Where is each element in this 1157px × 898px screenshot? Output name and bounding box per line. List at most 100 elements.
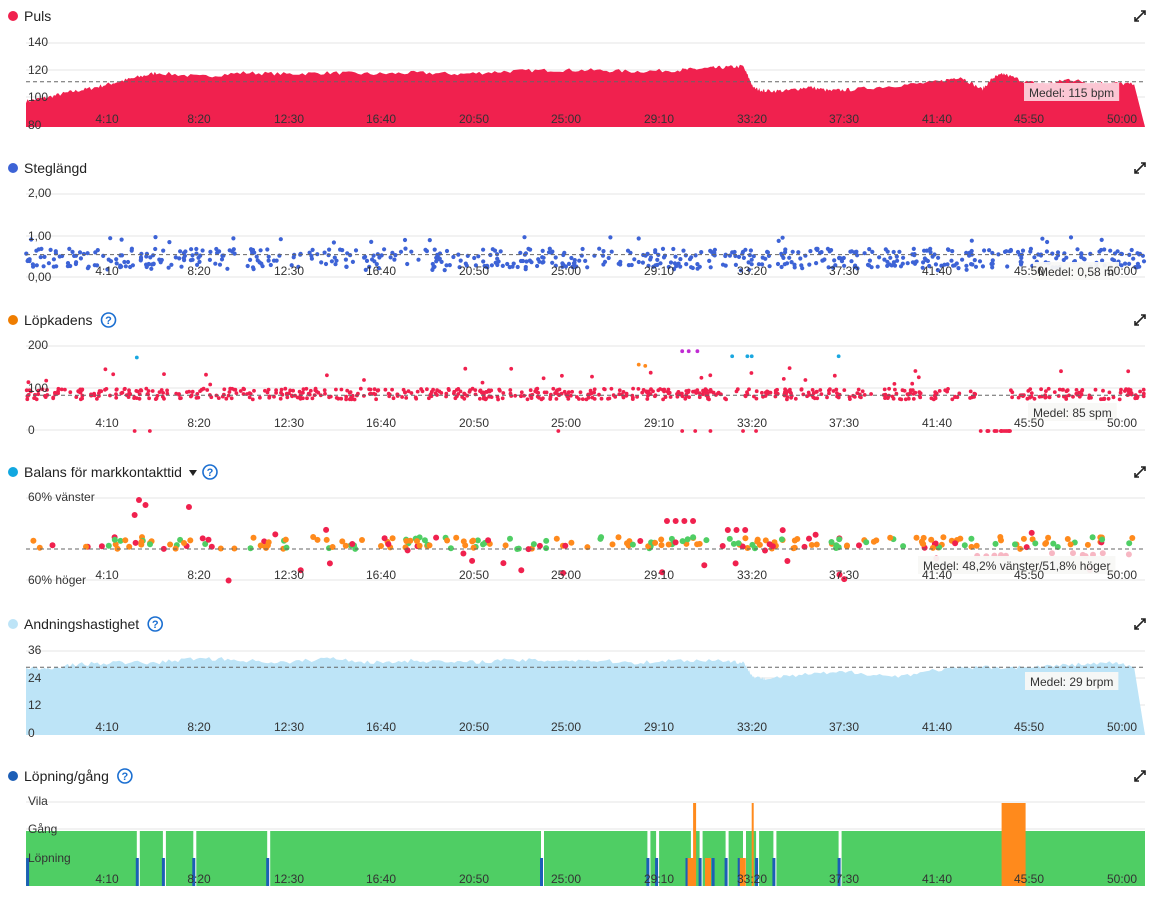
data-point xyxy=(457,265,462,270)
help-icon[interactable] xyxy=(117,768,133,784)
data-point xyxy=(867,258,873,263)
y-tick-label: Löpning xyxy=(28,851,71,865)
expand-icon[interactable] xyxy=(1134,770,1146,782)
data-point xyxy=(723,396,727,401)
data-point xyxy=(893,387,897,392)
data-point xyxy=(122,259,127,265)
data-point xyxy=(781,255,786,260)
x-tick-label: 29:10 xyxy=(644,568,674,582)
data-point xyxy=(1099,237,1104,242)
data-point xyxy=(701,562,708,569)
data-point xyxy=(968,543,975,550)
x-tick-label: 29:10 xyxy=(644,112,674,126)
data-point xyxy=(832,258,837,263)
data-point xyxy=(36,392,41,397)
data-point xyxy=(549,250,554,255)
expand-icon[interactable] xyxy=(1134,618,1146,630)
data-point xyxy=(252,388,256,393)
expand-icon[interactable] xyxy=(1134,162,1146,174)
dropdown-caret-icon[interactable] xyxy=(188,470,197,476)
data-point xyxy=(208,382,213,387)
data-point xyxy=(860,389,865,394)
x-tick-label: 25:00 xyxy=(551,872,581,886)
data-point xyxy=(1115,249,1120,254)
data-point xyxy=(648,370,653,375)
data-point xyxy=(935,268,941,273)
data-point xyxy=(524,259,529,264)
x-tick-label: 8:20 xyxy=(187,264,211,278)
data-point xyxy=(982,248,987,253)
data-point xyxy=(740,251,745,256)
data-point xyxy=(767,264,772,269)
data-point xyxy=(166,265,171,270)
data-point xyxy=(231,247,236,252)
data-point xyxy=(409,249,414,254)
data-point xyxy=(762,547,768,554)
panel-lopning: Löpning/gång ? Vila Gång Löpning 4:10 8:20 12:3… xyxy=(8,768,1146,886)
data-point xyxy=(1102,247,1107,252)
data-point xyxy=(855,391,860,395)
legend-dot xyxy=(8,619,18,629)
data-point xyxy=(228,386,233,391)
data-point xyxy=(683,396,688,401)
data-point xyxy=(430,267,435,272)
bar-lopning-tick xyxy=(655,858,659,886)
data-point xyxy=(285,395,290,400)
data-point xyxy=(444,537,451,544)
data-point xyxy=(266,254,271,259)
x-tick-label: 12:30 xyxy=(274,112,304,126)
data-point xyxy=(301,396,305,401)
data-point xyxy=(385,541,392,548)
data-point xyxy=(159,388,164,392)
x-tick-label: 4:10 xyxy=(95,872,119,886)
data-point xyxy=(1037,394,1042,399)
data-point xyxy=(250,247,256,253)
data-point xyxy=(319,260,324,265)
data-point xyxy=(139,251,144,256)
data-point xyxy=(765,389,769,394)
data-point xyxy=(179,264,184,269)
expand-icon[interactable] xyxy=(1134,314,1146,326)
data-point xyxy=(760,390,764,395)
data-point xyxy=(509,366,514,371)
data-point xyxy=(730,540,737,547)
data-point xyxy=(588,388,593,393)
help-icon[interactable] xyxy=(100,312,117,328)
data-point xyxy=(138,258,143,263)
data-point xyxy=(862,251,867,256)
data-point xyxy=(569,255,574,261)
data-point xyxy=(342,542,349,549)
help-icon[interactable] xyxy=(202,464,218,480)
x-tick-label: 50:00 xyxy=(1107,872,1137,886)
data-point xyxy=(278,237,283,242)
legend-dot xyxy=(8,163,18,173)
data-point xyxy=(693,253,698,258)
data-point xyxy=(362,255,367,260)
data-point xyxy=(780,235,785,240)
data-point xyxy=(749,371,754,375)
data-point xyxy=(130,263,135,268)
data-point xyxy=(329,259,334,264)
data-point xyxy=(114,387,119,392)
data-point xyxy=(155,393,160,398)
expand-icon[interactable] xyxy=(1134,10,1146,22)
data-point xyxy=(167,541,174,548)
data-point xyxy=(77,250,83,255)
data-point xyxy=(65,261,71,266)
expand-icon[interactable] xyxy=(1134,466,1146,478)
data-point xyxy=(957,535,964,542)
data-point xyxy=(123,264,128,269)
data-point xyxy=(485,537,492,544)
data-point xyxy=(462,391,467,396)
data-point xyxy=(735,387,740,392)
data-point xyxy=(1032,255,1037,260)
help-icon[interactable] xyxy=(147,616,164,632)
data-point xyxy=(1119,387,1123,392)
data-point xyxy=(577,258,582,263)
data-point xyxy=(842,388,847,392)
data-point xyxy=(266,258,271,263)
data-point xyxy=(680,349,685,354)
data-point xyxy=(374,397,378,402)
data-point xyxy=(336,396,341,401)
data-point xyxy=(848,397,852,401)
